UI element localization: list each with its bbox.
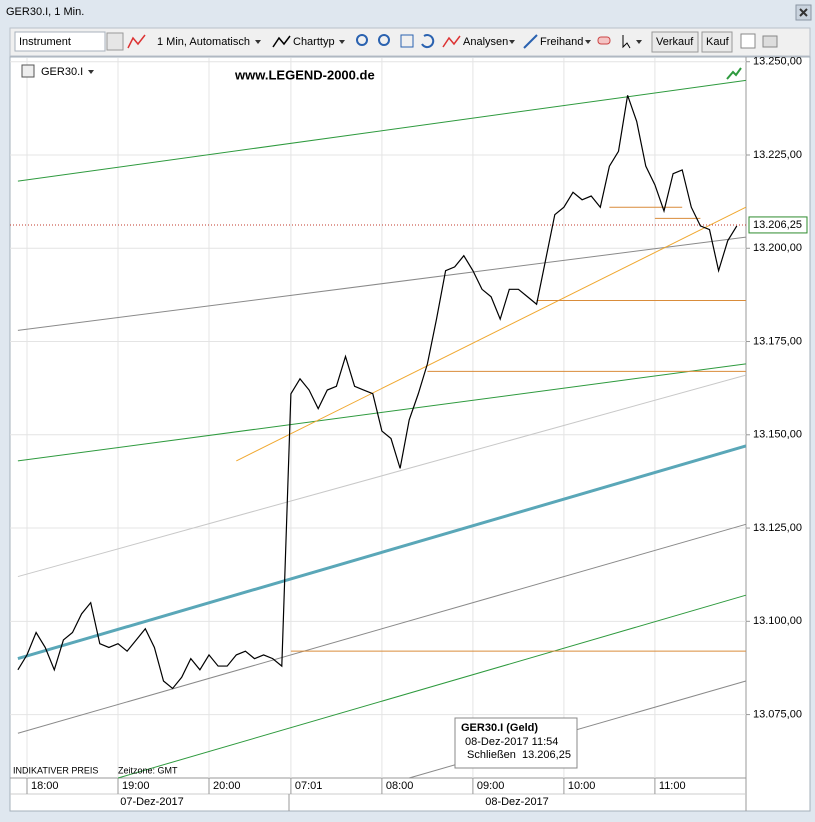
y-tick-label: 13.175,00 — [753, 335, 802, 347]
icon[interactable] — [740, 33, 756, 49]
instrument-input[interactable] — [14, 31, 106, 52]
tooltip — [454, 717, 578, 769]
x-tick-label: 09:00 — [477, 780, 505, 792]
instrument-icon — [21, 64, 35, 78]
x-tick-label: 10:00 — [568, 780, 596, 792]
y-tick-label: 13.250,00 — [753, 56, 802, 68]
y-tick-label: 13.125,00 — [753, 522, 802, 534]
last-price-box — [748, 216, 808, 234]
chart-area — [9, 56, 811, 812]
sell-button[interactable] — [651, 31, 699, 53]
trend-line — [17, 444, 747, 661]
trend-line — [17, 236, 746, 331]
icon[interactable] — [421, 34, 435, 49]
icon[interactable] — [523, 34, 538, 49]
dropdown-arrow — [636, 40, 642, 44]
close-icon — [799, 8, 808, 17]
footer-note: INDIKATIVER PREIS — [13, 765, 98, 775]
trend-line — [17, 79, 746, 182]
icon[interactable] — [442, 35, 461, 48]
trend-line — [17, 363, 746, 462]
y-tick-label: 13.150,00 — [753, 429, 802, 441]
y-tick-label: 13.225,00 — [753, 149, 802, 161]
zoom-out[interactable] — [378, 34, 390, 46]
icon[interactable] — [272, 35, 291, 48]
toolbar-item[interactable]: Freihand — [540, 36, 583, 48]
x-tick-label: 20:00 — [213, 780, 241, 792]
dropdown-arrow — [509, 40, 515, 44]
instrument-label: GER30.I — [41, 66, 83, 78]
window-title: GER30.I, 1 Min. — [6, 6, 84, 18]
dropdown-arrow — [339, 40, 345, 44]
icon[interactable] — [400, 34, 414, 48]
trend-icon — [726, 67, 742, 80]
x-tick-label: 07:01 — [295, 780, 323, 792]
y-tick-label: 13.100,00 — [753, 615, 802, 627]
trend-line — [236, 206, 747, 462]
x-tick-label: 19:00 — [122, 780, 150, 792]
tooltip-time: 08-Dez-2017 11:54 — [465, 736, 558, 748]
watermark: www.LEGEND-2000.de — [234, 67, 375, 82]
buy-button[interactable] — [701, 31, 733, 53]
icon[interactable] — [127, 34, 146, 49]
x-tick-label: 18:00 — [31, 780, 59, 792]
trend-line — [117, 594, 747, 779]
toolbar-item[interactable]: 1 Min, Automatisch — [157, 36, 250, 48]
tooltip-value: 13.206,25 — [522, 749, 571, 761]
print-icon[interactable] — [762, 35, 778, 48]
date-label: 07-Dez-2017 — [120, 796, 184, 808]
dropdown-arrow[interactable] — [88, 70, 94, 74]
toolbar-item[interactable]: Kauf — [706, 36, 730, 48]
dropdown-arrow — [255, 40, 261, 44]
icon[interactable] — [597, 36, 611, 45]
tooltip-field: Schließen — [467, 749, 516, 761]
zoom-in[interactable] — [356, 34, 368, 46]
trend-line — [17, 374, 747, 578]
y-tick-label: 13.075,00 — [753, 708, 802, 720]
price-line — [17, 95, 738, 690]
x-tick-label: 08:00 — [386, 780, 414, 792]
icon[interactable] — [622, 35, 631, 49]
y-tick-label: 13.200,00 — [753, 242, 802, 254]
toolbar-item[interactable]: Instrument — [19, 36, 71, 48]
dropdown-arrow — [585, 40, 591, 44]
footer-note: Zeitzone: GMT — [118, 765, 178, 775]
toolbar-item[interactable]: Verkauf — [656, 36, 694, 48]
toolbar-item[interactable]: Charttyp — [293, 36, 335, 48]
date-label: 08-Dez-2017 — [485, 796, 549, 808]
x-tick-label: 11:00 — [659, 780, 686, 792]
toolbar-item[interactable]: Analysen — [463, 36, 508, 48]
tooltip-title: GER30.I (Geld) — [461, 722, 538, 734]
icon[interactable] — [106, 32, 124, 51]
last-price-label: 13.206,25 — [753, 219, 802, 231]
trend-line — [17, 523, 747, 734]
